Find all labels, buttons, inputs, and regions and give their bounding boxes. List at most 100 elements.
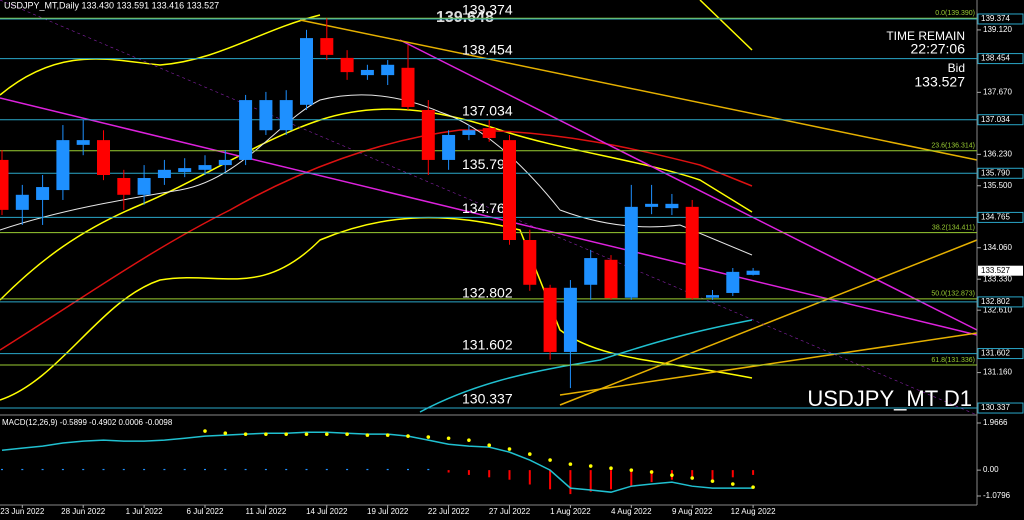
- x-tick-label: 12 Aug 2022: [731, 507, 776, 516]
- candle-body: [360, 69, 374, 76]
- bollinger-upper: [0, 14, 321, 96]
- candle-body: [279, 100, 293, 131]
- level-box: [977, 348, 1024, 360]
- level-axis-label: 137.034: [981, 115, 1010, 124]
- macd-signal-dot: [609, 466, 613, 471]
- y-tick-label: 134.060: [983, 243, 1012, 252]
- candle-body: [340, 57, 354, 73]
- symbol-label: USDJPY_MT D1: [807, 386, 972, 411]
- candle-body: [178, 168, 192, 172]
- macd-signal-dot: [203, 429, 207, 433]
- fib-label: 61.8(131.336): [931, 357, 975, 364]
- macd-signal-dot: [325, 432, 329, 436]
- level-label: 138.454: [462, 41, 513, 57]
- y-tick-label: 131.160: [983, 368, 1012, 377]
- x-tick-label: 9 Aug 2022: [672, 507, 713, 516]
- macd-signal-dot: [690, 476, 694, 480]
- macd-tick-label: 1.9666: [983, 418, 1008, 427]
- trend-line: [0, 97, 978, 336]
- candle-body: [320, 38, 334, 55]
- macd-signal-dot: [223, 431, 228, 436]
- macd-signal-dot: [751, 485, 755, 489]
- candle-body: [645, 203, 659, 207]
- macd-signal-dot: [446, 436, 451, 441]
- candle-body: [137, 178, 151, 195]
- candle-body: [198, 165, 212, 170]
- candle-body: [218, 159, 232, 166]
- candle-body: [0, 159, 9, 210]
- level-axis-label: 134.765: [981, 213, 1010, 222]
- candle-body: [665, 203, 679, 209]
- level-box: [977, 211, 1024, 223]
- macd-signal-dot: [304, 432, 309, 436]
- candle-body: [584, 258, 598, 285]
- x-tick-label: 28 Jun 2022: [61, 507, 106, 516]
- macd-signal-dot: [548, 458, 552, 462]
- level-axis-label: 130.337: [981, 403, 1010, 412]
- candle-body: [604, 259, 618, 299]
- candle-body: [157, 169, 171, 179]
- macd-signal-dot: [406, 434, 410, 438]
- macd-signal-dot: [426, 435, 431, 439]
- time-remain-label: TIME REMAIN: [886, 29, 965, 43]
- macd-label: MACD(12,26,9) -0.5899 -0.4902 0.0006 -0.…: [2, 418, 173, 427]
- candle-body: [76, 140, 90, 145]
- macd-signal-dot: [568, 462, 573, 466]
- x-tick-label: 6 Jul 2022: [187, 507, 224, 516]
- y-tick-label: 135.500: [983, 181, 1012, 190]
- candle-body: [462, 130, 476, 135]
- bid-value: 133.527: [914, 74, 965, 90]
- level-axis-label: 135.790: [981, 168, 1010, 177]
- macd-signal-dot: [670, 473, 674, 477]
- level-axis-label: 139.374: [981, 14, 1010, 23]
- candle-body: [239, 100, 253, 160]
- candle-body: [685, 206, 699, 299]
- macd-signal-dot: [243, 432, 248, 436]
- x-tick-label: 23 Jun 2022: [0, 507, 45, 516]
- level-label: 139.374: [462, 2, 513, 18]
- fib-label: 38.2(134.411): [932, 224, 975, 231]
- candle-body: [15, 194, 29, 210]
- guide-line: [0, 0, 978, 416]
- candle-body: [56, 140, 70, 191]
- bid-label: Bid: [948, 61, 965, 75]
- macd-signal-dot: [649, 470, 654, 474]
- candle-body: [503, 140, 516, 241]
- level-box: [977, 114, 1024, 126]
- y-tick-label: 139.120: [983, 25, 1012, 34]
- candle-body: [543, 287, 557, 352]
- candle-body: [401, 67, 415, 107]
- trend-line: [559, 332, 978, 396]
- fast-average: [0, 94, 753, 256]
- trend-line: [699, 0, 753, 51]
- trend-line: [399, 39, 978, 331]
- macd-signal-dot: [710, 479, 715, 483]
- macd-signal-dot: [487, 443, 492, 448]
- candle-body: [36, 187, 50, 200]
- indicators: [0, 0, 978, 416]
- x-tick-label: 1 Jul 2022: [126, 507, 163, 516]
- candle-body: [381, 64, 395, 76]
- macd-signal-dot: [507, 447, 512, 451]
- macd-signal-dot: [588, 464, 593, 468]
- lower-average: [419, 319, 753, 413]
- macd-signal-dot: [629, 468, 634, 472]
- candle-body: [746, 270, 760, 275]
- macd-signal-dot: [345, 432, 349, 436]
- level-label: 130.337: [462, 391, 513, 407]
- level-box: [977, 53, 1024, 65]
- y-tick-label: 136.230: [983, 149, 1012, 158]
- candle-body: [726, 271, 740, 293]
- level-label: 132.802: [462, 285, 513, 301]
- macd-signal-dot: [467, 438, 471, 442]
- candle-body: [300, 38, 313, 105]
- level-box: [977, 167, 1024, 179]
- candle-body: [523, 240, 537, 285]
- candle-body: [421, 109, 435, 160]
- y-tick-label: 133.330: [983, 274, 1012, 283]
- macd-signal-dot: [264, 432, 268, 436]
- candle-body: [563, 287, 577, 352]
- candle-body: [442, 134, 456, 160]
